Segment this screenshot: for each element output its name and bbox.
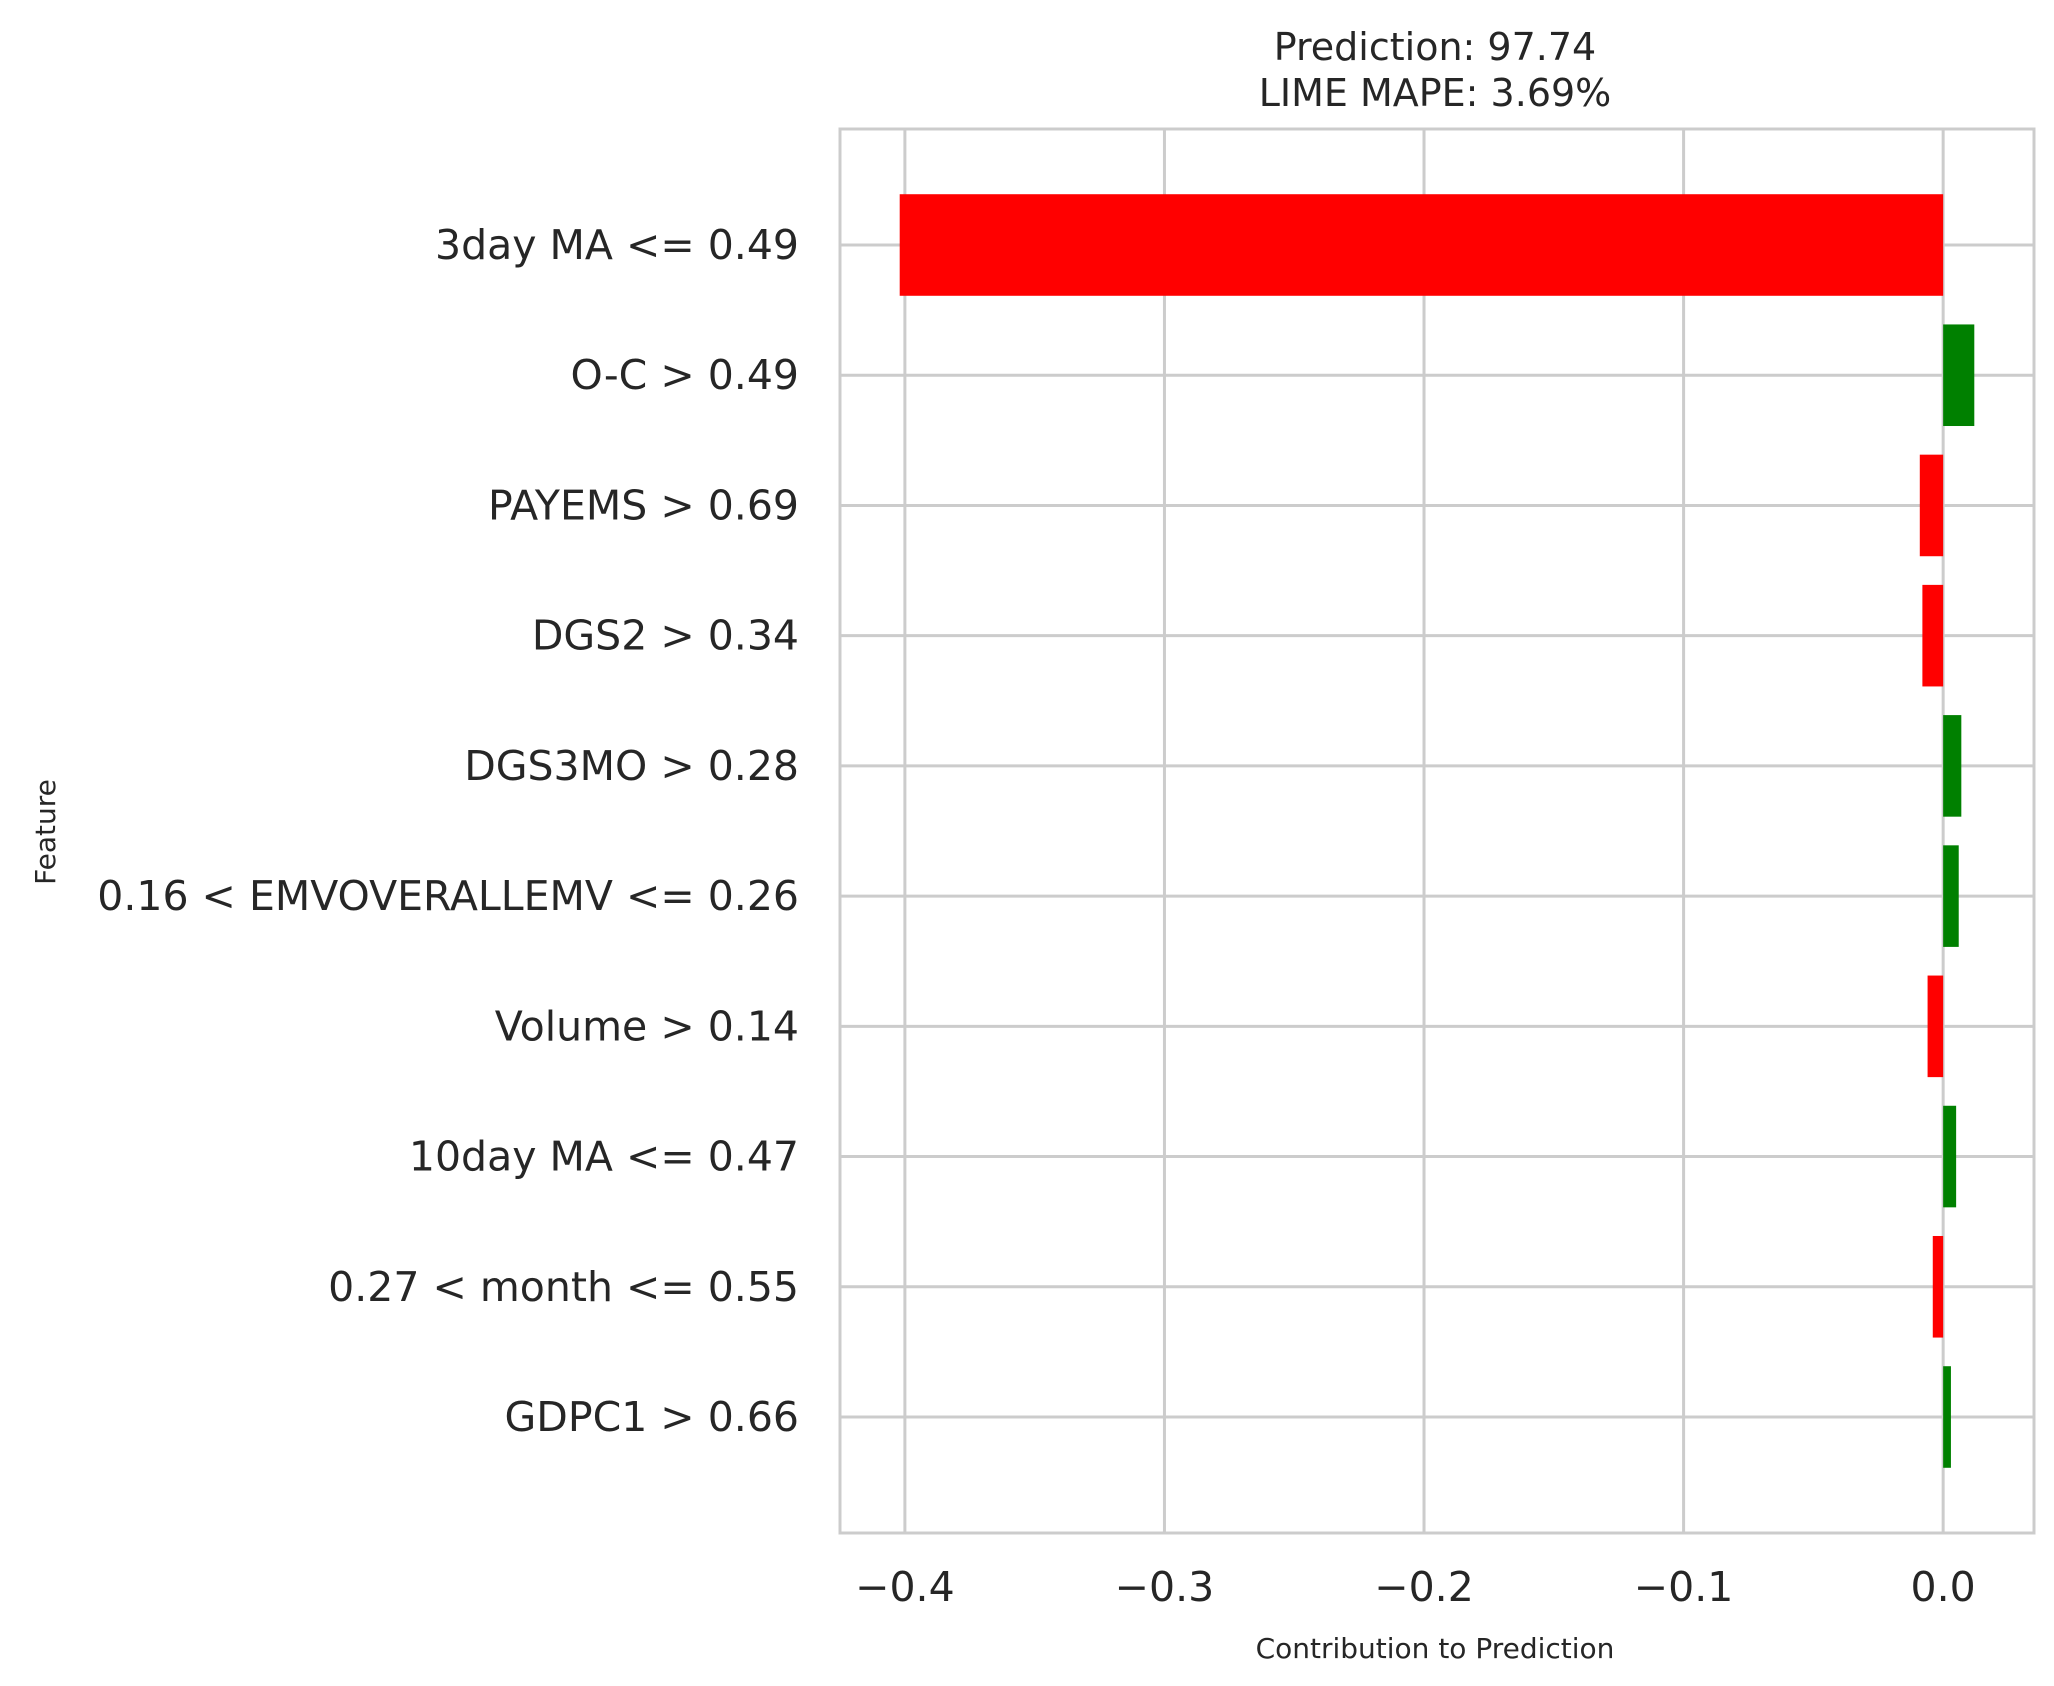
y-tick-label: DGS2 > 0.34 <box>532 612 799 660</box>
y-tick-label: 0.16 < EMVOVERALLEMV <= 0.26 <box>97 872 799 920</box>
x-axis-label: Contribution to Prediction <box>1256 1632 1615 1665</box>
bar <box>1919 454 1944 557</box>
grid-lines <box>840 129 2034 1533</box>
x-tick-label: −0.2 <box>1374 1563 1474 1611</box>
x-tick-label: −0.1 <box>1634 1563 1734 1611</box>
plot-frame <box>838 127 2036 1535</box>
y-tick-labels: 3day MA <= 0.49 O-C > 0.49 PAYEMS > 0.69 DG… <box>97 221 799 1441</box>
bar <box>1943 1105 1957 1208</box>
bar <box>1922 584 1944 687</box>
y-axis-label: Feature <box>29 779 62 885</box>
bar <box>1943 1366 1951 1468</box>
x-tick-label: −0.4 <box>855 1563 955 1611</box>
bar <box>1927 975 1944 1078</box>
y-tick-label: Volume > 0.14 <box>495 1002 799 1050</box>
y-tick-label: 0.27 < month <= 0.55 <box>328 1263 799 1311</box>
chart-title: Prediction: 97.74 <box>1274 25 1596 69</box>
x-tick-label: 0.0 <box>1911 1563 1976 1611</box>
bar <box>1932 1235 1944 1338</box>
x-tick-labels: −0.4 −0.3 −0.2 −0.1 0.0 <box>855 1563 1976 1611</box>
y-tick-label: GDPC1 > 0.66 <box>505 1393 800 1441</box>
chart-subtitle: LIME MAPE: 3.69% <box>1259 71 1612 115</box>
bar <box>1943 324 1975 427</box>
y-tick-label: DGS3MO > 0.28 <box>464 742 799 790</box>
bar <box>1943 845 1959 947</box>
x-tick-label: −0.3 <box>1115 1563 1215 1611</box>
bars <box>899 194 1975 1468</box>
bar <box>899 194 1944 296</box>
y-tick-label: 3day MA <= 0.49 <box>435 221 799 269</box>
y-tick-label: 10day MA <= 0.47 <box>409 1133 799 1181</box>
y-tick-label: O-C > 0.49 <box>570 351 799 399</box>
bar <box>1943 715 1962 817</box>
y-tick-label: PAYEMS > 0.69 <box>488 481 799 529</box>
